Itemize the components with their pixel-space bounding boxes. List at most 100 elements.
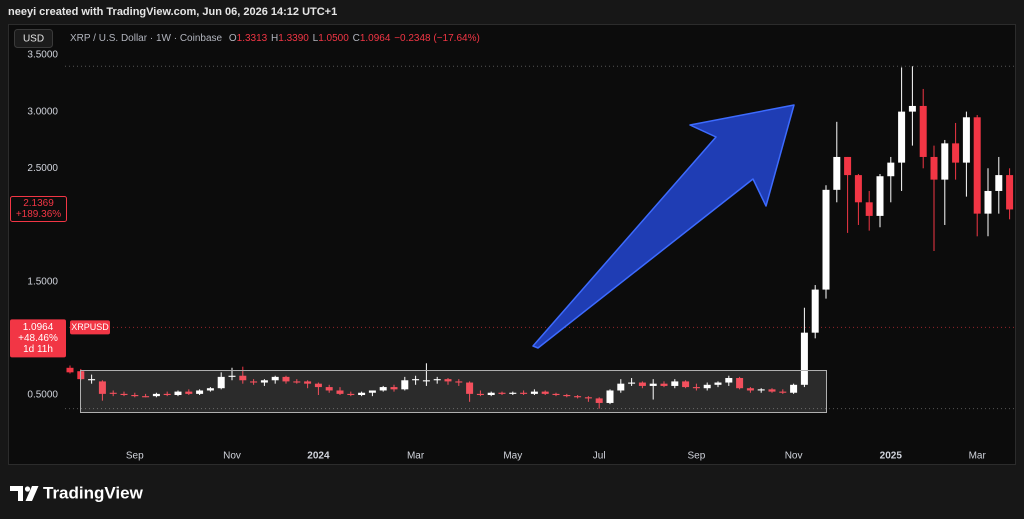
candle-body — [952, 143, 960, 163]
countdown: 1d 11h — [23, 344, 53, 355]
candle-body — [217, 376, 225, 389]
candle-body — [595, 398, 603, 403]
candle-body — [401, 380, 409, 390]
candle-body — [628, 382, 636, 384]
candle-body — [293, 381, 301, 383]
candle-body — [606, 390, 614, 403]
candle-body — [844, 156, 852, 176]
candle-body — [509, 392, 517, 394]
candle-body — [455, 381, 463, 383]
candle-body — [325, 387, 333, 391]
candle-body — [336, 390, 344, 394]
symbol-tag — [70, 320, 110, 335]
y-tick-label: 3.0000 — [27, 106, 58, 117]
candle-body — [109, 392, 117, 394]
candle-body — [487, 392, 495, 396]
candle-body — [682, 381, 690, 388]
ohlc-key: H — [271, 33, 278, 44]
candle-body — [887, 162, 895, 177]
candle-body — [833, 156, 841, 190]
ohlc-value: 1.0500 — [318, 33, 349, 44]
candle-body — [520, 392, 528, 394]
candle-body — [552, 393, 560, 396]
candle-body — [260, 380, 268, 383]
candle-body — [779, 391, 787, 393]
candle-body — [250, 381, 258, 383]
candle-body — [131, 395, 139, 397]
candle-body — [790, 384, 798, 393]
x-tick-label: 2024 — [307, 451, 330, 462]
candle-body — [422, 380, 430, 382]
candle-body — [962, 117, 970, 163]
candle-body — [703, 384, 711, 389]
candle-body — [88, 379, 96, 381]
current-price-box — [10, 319, 66, 358]
arrow-annotation — [532, 104, 795, 349]
x-tick-label: Nov — [223, 451, 241, 462]
candle-body — [919, 105, 927, 157]
ohlc-key: O — [229, 33, 237, 44]
candle-body — [563, 395, 571, 397]
ohlc-value: 1.3390 — [278, 33, 309, 44]
candle-body — [282, 376, 290, 382]
x-tick-label: Sep — [126, 451, 144, 462]
candle-body — [876, 176, 884, 216]
candle-body — [811, 289, 819, 333]
price-labels: 2.1369+189.36% 1.0964+48.46%1d 11h XRPUSD — [10, 195, 110, 358]
ohlc-key: C — [353, 33, 360, 44]
candle-body — [314, 383, 322, 388]
logo-mark — [25, 486, 39, 501]
candle-body — [930, 156, 938, 180]
chart-panel — [8, 24, 1016, 465]
candle-body — [746, 388, 754, 391]
candle-body — [574, 396, 582, 398]
last-price: 2.1369 — [23, 198, 54, 209]
y-tick-label: 3.5000 — [27, 50, 58, 61]
candle-body — [757, 389, 765, 391]
candle-body — [390, 387, 398, 390]
candle-body — [66, 367, 74, 373]
candle-body — [433, 379, 441, 381]
candle-body — [412, 379, 420, 381]
y-tick-label: 1.5000 — [27, 276, 58, 287]
last-change: +189.36% — [16, 209, 61, 220]
x-tick-label: Nov — [785, 451, 803, 462]
current-change: +48.46% — [18, 333, 58, 344]
candle-body — [185, 391, 193, 394]
candle-body — [476, 393, 484, 396]
currency-label[interactable]: USD — [23, 34, 44, 45]
x-tick-label: Mar — [407, 451, 425, 462]
candle-body — [898, 111, 906, 163]
candle-body — [854, 175, 862, 203]
candle-body — [347, 393, 355, 396]
logo-mark — [10, 486, 23, 501]
currency-button[interactable] — [14, 29, 53, 48]
candle-body — [304, 381, 312, 384]
candle-body — [908, 105, 916, 112]
candle-body — [800, 332, 808, 385]
candle-body — [530, 391, 538, 394]
candle-body — [206, 388, 214, 391]
candle-body — [941, 143, 949, 180]
candle-body — [725, 378, 733, 383]
x-tick-label: Sep — [688, 451, 706, 462]
candle-body — [865, 202, 873, 216]
candle-body — [152, 393, 160, 397]
candle-body — [368, 390, 376, 393]
logo-mark — [24, 486, 31, 492]
ohlc-key: L — [313, 33, 319, 44]
symbol-tag-label: XRPUSD — [71, 322, 109, 332]
candle-body — [379, 387, 387, 391]
logo: TradingView — [10, 483, 144, 502]
last-price-box — [10, 195, 67, 222]
highlight-box — [80, 370, 827, 413]
candle-body — [228, 375, 236, 377]
candle-body — [649, 383, 657, 386]
x-tick-label: May — [503, 451, 522, 462]
candle-body — [358, 392, 366, 396]
candle-body — [995, 175, 1003, 191]
candle-body — [638, 382, 646, 386]
candle-body — [120, 393, 128, 396]
candle-body — [174, 391, 182, 396]
